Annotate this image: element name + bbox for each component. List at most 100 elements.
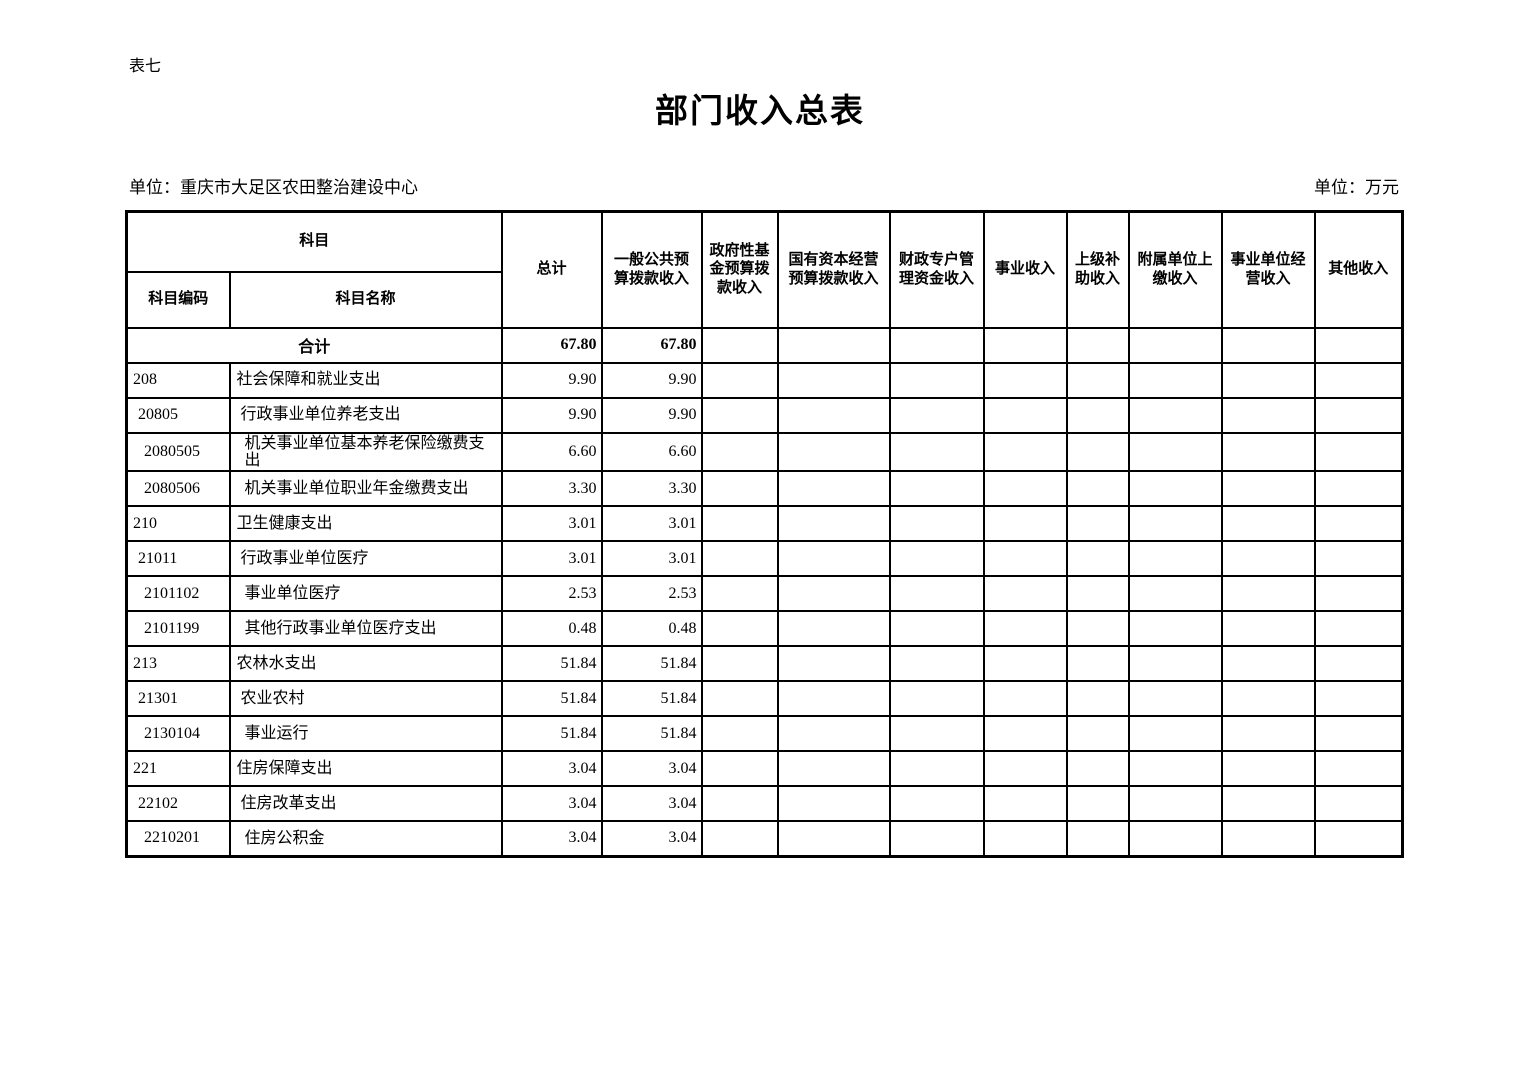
value-cell — [1220, 785, 1316, 823]
value-cell: 9.90 — [500, 396, 603, 434]
value-cell: 51.84 — [600, 645, 703, 683]
value-cell — [700, 610, 779, 648]
value-cell — [888, 505, 985, 543]
value-cell — [1313, 715, 1404, 753]
value-cell — [1065, 540, 1130, 578]
value-cell — [700, 396, 779, 434]
value-cell — [1127, 396, 1223, 434]
value-cell — [888, 431, 985, 473]
total-value-cell — [888, 326, 985, 364]
value-cell — [1220, 610, 1316, 648]
subject-name-cell: 机关事业单位基本养老保险缴费支出 — [228, 431, 503, 473]
table-row: 21011 行政事业单位医疗 3.01 3.01 — [125, 540, 1404, 578]
table-row: 21301 农业农村 51.84 51.84 — [125, 680, 1404, 718]
subject-code-cell: 2101102 — [125, 575, 231, 613]
value-cell — [1220, 505, 1316, 543]
subject-code-cell: 2080505 — [125, 431, 231, 473]
value-cell — [776, 750, 891, 788]
value-cell — [776, 610, 891, 648]
value-cell — [1220, 750, 1316, 788]
total-value-cell: 67.80 — [500, 326, 603, 364]
subject-code-cell: 210 — [125, 505, 231, 543]
total-value-cell — [776, 326, 891, 364]
subject-code-cell: 213 — [125, 645, 231, 683]
total-value-cell — [982, 326, 1068, 364]
value-cell — [982, 575, 1068, 613]
value-cell — [888, 785, 985, 823]
value-cell — [1313, 575, 1404, 613]
value-cell — [982, 610, 1068, 648]
value-cell — [1220, 645, 1316, 683]
value-cell — [1313, 505, 1404, 543]
value-cell — [888, 540, 985, 578]
value-cell: 3.04 — [600, 750, 703, 788]
value-cell: 2.53 — [500, 575, 603, 613]
value-cell — [776, 785, 891, 823]
header-business-income: 事业收入 — [982, 210, 1068, 329]
value-cell — [1220, 715, 1316, 753]
subject-code-cell: 20805 — [125, 396, 231, 434]
table-row: 221 住房保障支出 3.04 3.04 — [125, 750, 1404, 788]
header-superior-subsidy-income: 上级补助收入 — [1065, 210, 1130, 329]
value-cell — [888, 680, 985, 718]
value-cell: 0.48 — [500, 610, 603, 648]
value-cell — [700, 540, 779, 578]
value-cell — [1065, 715, 1130, 753]
table-row: 213 农林水支出 51.84 51.84 — [125, 645, 1404, 683]
value-cell — [700, 785, 779, 823]
value-cell — [776, 505, 891, 543]
value-cell — [888, 715, 985, 753]
income-summary-table: 科目 总计 一般公共预算拨款收入 政府性基金预算拨款收入 国有资本经营预算拨款收… — [125, 210, 1405, 858]
value-cell — [1065, 645, 1130, 683]
value-cell: 3.04 — [600, 820, 703, 858]
value-cell: 51.84 — [600, 680, 703, 718]
value-cell — [888, 361, 985, 399]
header-total: 总计 — [500, 210, 603, 329]
value-cell — [1220, 540, 1316, 578]
value-cell — [1313, 750, 1404, 788]
value-cell — [1127, 750, 1223, 788]
value-cell: 3.04 — [500, 785, 603, 823]
table-row: 210 卫生健康支出 3.01 3.01 — [125, 505, 1404, 543]
subject-name-cell: 事业运行 — [228, 715, 503, 753]
value-cell — [982, 750, 1068, 788]
table-row: 2210201 住房公积金 3.04 3.04 — [125, 820, 1404, 858]
subject-name-cell: 其他行政事业单位医疗支出 — [228, 610, 503, 648]
value-cell — [1127, 431, 1223, 473]
total-value-cell: 67.80 — [600, 326, 703, 364]
value-cell — [1220, 820, 1316, 858]
value-cell — [1127, 505, 1223, 543]
value-cell — [1220, 361, 1316, 399]
value-cell: 3.30 — [600, 470, 703, 508]
value-cell — [700, 361, 779, 399]
subject-name-cell: 卫生健康支出 — [228, 505, 503, 543]
value-cell — [1220, 431, 1316, 473]
value-cell — [888, 396, 985, 434]
value-cell — [1127, 610, 1223, 648]
value-cell — [1313, 431, 1404, 473]
value-cell — [1065, 396, 1130, 434]
value-cell — [1065, 361, 1130, 399]
header-subject-name: 科目名称 — [228, 270, 503, 329]
value-cell — [1127, 540, 1223, 578]
value-cell: 0.48 — [600, 610, 703, 648]
subject-name-cell: 行政事业单位医疗 — [228, 540, 503, 578]
total-row: 合计 67.80 67.80 — [125, 326, 1404, 364]
value-cell: 3.01 — [600, 505, 703, 543]
value-cell — [1065, 680, 1130, 718]
total-value-cell — [1220, 326, 1316, 364]
total-row-label: 合计 — [125, 326, 503, 364]
table-row: 208 社会保障和就业支出 9.90 9.90 — [125, 361, 1404, 399]
header-state-capital-budget-income: 国有资本经营预算拨款收入 — [776, 210, 891, 329]
header-affiliated-unit-income: 附属单位上缴收入 — [1127, 210, 1223, 329]
total-value-cell — [1313, 326, 1404, 364]
value-cell — [776, 575, 891, 613]
subject-name-cell: 社会保障和就业支出 — [228, 361, 503, 399]
value-cell: 3.04 — [500, 820, 603, 858]
value-cell — [1313, 820, 1404, 858]
value-cell — [1127, 470, 1223, 508]
header-row-1: 科目 总计 一般公共预算拨款收入 政府性基金预算拨款收入 国有资本经营预算拨款收… — [125, 210, 1404, 329]
value-cell — [700, 715, 779, 753]
value-cell — [1127, 820, 1223, 858]
value-cell — [700, 470, 779, 508]
